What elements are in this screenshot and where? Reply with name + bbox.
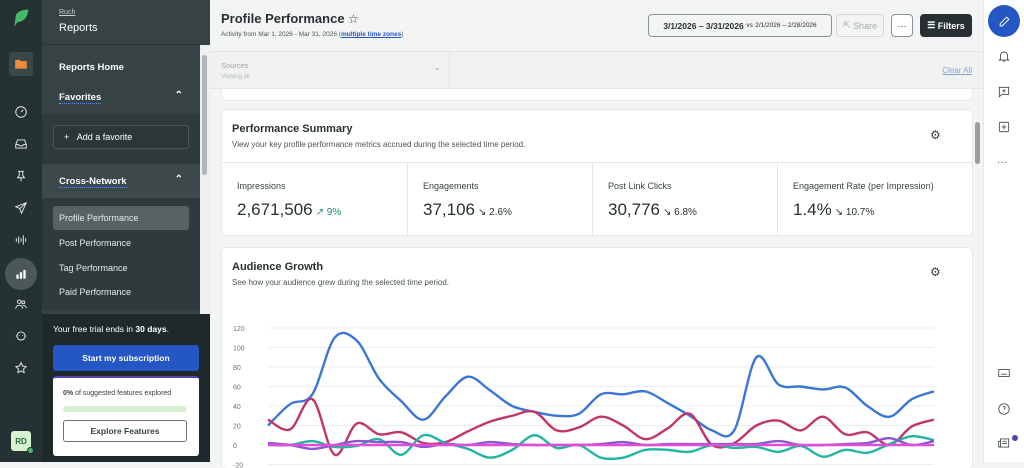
y-tick-label: 40 — [233, 404, 241, 411]
filter-icon: ☰ — [927, 20, 935, 31]
keyboard-icon[interactable] — [997, 366, 1013, 382]
favorites-panel: + Add a favorite — [42, 114, 200, 164]
sidebar-title: Reports — [59, 22, 98, 34]
sources-filter[interactable]: Sources Viewing all ⌄ — [210, 52, 450, 89]
main-scrollbar[interactable] — [974, 92, 982, 462]
sidebar-item-paid-performance[interactable]: Paid Performance — [53, 280, 189, 304]
multiple-time-zones-link[interactable]: multiple time zones — [341, 31, 401, 38]
people-icon[interactable] — [9, 292, 33, 316]
audience-growth-chart: 120 100 80 60 40 20 0 -20 — [222, 318, 972, 468]
date-range-picker[interactable]: 3/1/2026 – 3/31/2026 vs 2/1/2026 – 2/28/… — [648, 14, 832, 37]
chevron-down-icon: ⌄ — [434, 63, 441, 72]
more-options-button[interactable]: ··· — [891, 14, 913, 37]
add-comment-icon[interactable] — [997, 85, 1013, 101]
main-content: Profile Performance ☆ Activity from Mar … — [210, 0, 983, 462]
metric-engagement-rate: Engagement Rate (per Impression)1.4%↘ 10… — [777, 162, 972, 235]
chevron-up-icon: ⌃ — [175, 174, 183, 185]
global-nav-rail: RD — [0, 0, 42, 462]
news-icon[interactable] — [997, 436, 1013, 452]
series-line-1 — [268, 399, 934, 455]
features-progress-bar — [63, 406, 187, 412]
performance-summary-card: Performance Summary View your key profil… — [222, 110, 972, 235]
card-subtitle: See how your audience grew during the se… — [232, 278, 449, 287]
sidebar-header: Ruch Reports — [42, 0, 200, 45]
explore-features-button[interactable]: Explore Features — [63, 420, 187, 442]
notification-dot — [1012, 435, 1018, 441]
cross-network-list: Profile Performance Post Performance Tag… — [42, 198, 200, 310]
filters-button[interactable]: ☰ Filters — [920, 14, 972, 37]
previous-card-edge — [222, 89, 972, 100]
help-icon[interactable] — [997, 402, 1013, 418]
sources-label: Sources — [221, 61, 249, 70]
chevron-up-icon: ⌃ — [175, 90, 183, 101]
share-icon: ⇱ — [843, 20, 851, 31]
folder-icon[interactable] — [9, 52, 33, 76]
send-icon[interactable] — [9, 196, 33, 220]
card-subtitle: View your key profile performance metric… — [232, 140, 525, 149]
online-status-dot — [27, 447, 34, 454]
sprout-logo[interactable] — [9, 6, 33, 30]
trial-panel: Your free trial ends in 30 days. Start m… — [42, 314, 210, 462]
add-task-icon[interactable] — [997, 120, 1013, 136]
page-subtitle: Activity from Mar 1, 2026 - Mar 31, 2026… — [221, 31, 403, 38]
listening-icon[interactable] — [9, 228, 33, 252]
add-favorite-label: Add a favorite — [77, 132, 133, 142]
bell-icon[interactable] — [997, 49, 1013, 65]
more-icon[interactable]: ··· — [997, 157, 1013, 173]
start-subscription-button[interactable]: Start my subscription — [53, 345, 199, 371]
share-button[interactable]: ⇱ Share — [836, 14, 884, 37]
reports-home-link[interactable]: Reports Home — [42, 56, 200, 80]
reports-sidebar: Ruch Reports Reports Home Favorites ⌃ + A… — [42, 0, 210, 462]
series-line-2 — [268, 435, 934, 459]
sidebar-item-profile-performance[interactable]: Profile Performance — [53, 206, 189, 230]
scrollbar-thumb[interactable] — [975, 122, 980, 164]
plus-icon: + — [64, 132, 69, 142]
favorites-section-toggle[interactable]: Favorites ⌃ — [42, 84, 200, 114]
star-icon[interactable] — [9, 356, 33, 380]
add-favorite-button[interactable]: + Add a favorite — [53, 125, 189, 149]
pin-icon[interactable] — [9, 164, 33, 188]
bot-icon[interactable] — [9, 324, 33, 348]
sidebar-item-tag-performance[interactable]: Tag Performance — [53, 256, 189, 280]
sources-value: Viewing all — [221, 74, 250, 80]
breadcrumb[interactable]: Ruch — [59, 9, 75, 16]
avatar-initials: RD — [15, 437, 27, 446]
reports-icon[interactable] — [5, 258, 37, 290]
right-action-rail: ··· — [983, 0, 1024, 462]
compose-icon — [998, 15, 1011, 28]
card-title: Audience Growth — [232, 261, 323, 273]
card-title: Performance Summary — [232, 123, 352, 135]
y-tick-label: 100 — [233, 346, 245, 353]
sidebar-scrollbar[interactable] — [200, 45, 210, 315]
clear-all-link[interactable]: Clear All — [942, 66, 972, 75]
y-tick-label: 60 — [233, 385, 241, 392]
sidebar-item-post-performance[interactable]: Post Performance — [53, 231, 189, 255]
page-title: Profile Performance ☆ — [221, 11, 359, 26]
trial-text: Your free trial ends in 30 days. — [53, 324, 169, 334]
y-tick-label: 80 — [233, 365, 241, 372]
settings-sliders-icon[interactable]: ⚙ — [930, 265, 941, 279]
inbox-icon[interactable] — [9, 132, 33, 156]
y-tick-label: 20 — [233, 424, 241, 431]
settings-sliders-icon[interactable]: ⚙ — [930, 128, 941, 142]
cross-network-label: Cross-Network — [59, 176, 127, 188]
audience-growth-card: Audience Growth See how your audience gr… — [222, 248, 972, 468]
features-card: 0% of suggested features explored Explor… — [53, 376, 199, 456]
series-line-3 — [268, 438, 934, 449]
filter-bar: Sources Viewing all ⌄ Clear All — [210, 51, 983, 89]
favorites-label: Favorites — [59, 92, 101, 104]
series-line-0 — [268, 333, 934, 436]
gauge-icon[interactable] — [9, 100, 33, 124]
scrollbar-thumb[interactable] — [202, 55, 207, 175]
y-tick-label: 0 — [233, 443, 237, 450]
y-tick-label: -20 — [233, 463, 243, 468]
cross-network-section-toggle[interactable]: Cross-Network ⌃ — [42, 164, 200, 198]
favorite-star-icon[interactable]: ☆ — [348, 12, 359, 26]
compose-button[interactable] — [988, 5, 1020, 37]
y-tick-label: 120 — [233, 326, 245, 333]
features-progress-text: 0% of suggested features explored — [63, 390, 171, 397]
